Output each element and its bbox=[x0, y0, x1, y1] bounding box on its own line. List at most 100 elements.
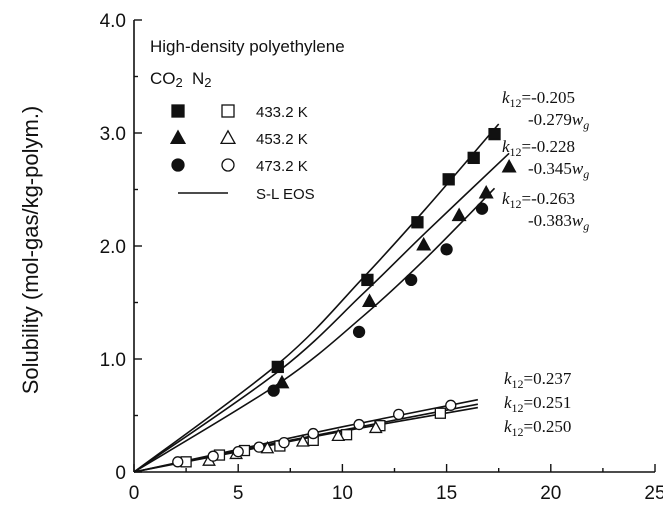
legend-marker-n2 bbox=[221, 158, 235, 172]
legend-line-label: S-L EOS bbox=[256, 186, 315, 203]
legend-marker-n2 bbox=[219, 129, 237, 145]
legend-label: 453.2 K bbox=[256, 131, 308, 148]
k-value: =-0.228 bbox=[522, 137, 576, 156]
data-point bbox=[271, 360, 284, 374]
k-value: =-0.205 bbox=[522, 88, 576, 107]
k-symbol: k bbox=[502, 88, 510, 107]
k-symbol: k bbox=[502, 189, 510, 208]
k-symbol: k bbox=[502, 137, 510, 156]
legend-rows: 433.2 K 453.2 K 473.2 K bbox=[169, 104, 308, 175]
data-point bbox=[352, 325, 366, 339]
y-axis-label: Solubility (mol-gas/kg-polym.) bbox=[18, 106, 43, 395]
y-tick-label: 2.0 bbox=[100, 237, 126, 258]
data-point bbox=[478, 184, 494, 199]
legend-marker-n2 bbox=[221, 104, 235, 118]
y-tick-label: 3.0 bbox=[100, 124, 126, 145]
k-subscript: 12 bbox=[512, 401, 524, 415]
k12-label: k12=0.237 bbox=[504, 369, 572, 391]
data-point bbox=[405, 273, 418, 287]
legend-label: 473.2 K bbox=[256, 158, 308, 175]
k-symbol: k bbox=[504, 417, 512, 436]
w-subscript: g bbox=[583, 118, 589, 132]
k-subscript: 12 bbox=[512, 377, 524, 391]
fit-line bbox=[133, 187, 496, 473]
data-point bbox=[278, 436, 290, 449]
x-tick-label: 20 bbox=[540, 483, 561, 504]
k-value: =0.250 bbox=[524, 417, 572, 436]
data-point bbox=[295, 434, 310, 447]
data-point bbox=[445, 399, 457, 411]
data-point bbox=[488, 127, 501, 141]
data-point bbox=[267, 384, 280, 397]
k-subscript: 12 bbox=[510, 145, 522, 159]
data-point bbox=[253, 441, 265, 453]
w-symbol: w bbox=[572, 159, 584, 178]
data-point bbox=[393, 408, 405, 421]
k12-label: k12=0.250 bbox=[504, 417, 571, 439]
y-tick-label: 1.0 bbox=[100, 350, 126, 371]
data-point bbox=[362, 293, 377, 307]
axis-ticks bbox=[133, 19, 656, 473]
k-value: =0.237 bbox=[524, 369, 572, 388]
data-point bbox=[501, 158, 517, 173]
k12-label: k12=-0.228 bbox=[502, 137, 575, 159]
data-point bbox=[361, 273, 374, 287]
w-subscript: g bbox=[583, 219, 589, 233]
data-point bbox=[475, 202, 489, 215]
data-point bbox=[434, 407, 446, 419]
data-point bbox=[232, 446, 244, 458]
wg-coefficient: -0.279 bbox=[528, 110, 572, 129]
x-tick-label: 10 bbox=[332, 483, 353, 504]
data-point bbox=[440, 243, 453, 256]
legend-head-n2: N2 bbox=[192, 69, 212, 90]
data-point bbox=[353, 418, 365, 431]
x-tick-label: 0 bbox=[129, 483, 140, 504]
wg-coefficient: -0.345 bbox=[528, 159, 572, 178]
fit-line bbox=[133, 152, 510, 473]
x-tick-label: 15 bbox=[436, 483, 457, 504]
k12-annotations: k12=-0.205-0.279wgk12=-0.228-0.345wgk12=… bbox=[502, 88, 589, 439]
legend-head-co2: CO2 bbox=[150, 69, 183, 90]
k12-label: k12=0.251 bbox=[504, 393, 571, 415]
data-point bbox=[274, 374, 290, 389]
k-value: =0.251 bbox=[524, 393, 572, 412]
data-point bbox=[172, 456, 184, 468]
legend-marker-co2 bbox=[171, 104, 185, 118]
data-point bbox=[442, 173, 455, 186]
co2-subscript: 2 bbox=[176, 75, 183, 90]
y-tick-label: 0 bbox=[115, 463, 126, 484]
x-tick-label: 25 bbox=[644, 483, 663, 504]
k-subscript: 12 bbox=[510, 96, 522, 110]
legend-label: 433.2 K bbox=[256, 104, 308, 121]
k12-label: k12=-0.205 bbox=[502, 88, 575, 110]
k12-label: k12=-0.263 bbox=[502, 189, 575, 211]
data-point bbox=[467, 151, 480, 165]
wg-coefficient: -0.383 bbox=[528, 211, 572, 230]
w-subscript: g bbox=[583, 167, 589, 181]
k-value: =-0.263 bbox=[522, 189, 576, 208]
legend: High-density polyethylene CO2 N2 433.2 K… bbox=[150, 37, 345, 203]
y-tick-label: 4.0 bbox=[100, 11, 126, 32]
k-symbol: k bbox=[504, 393, 512, 412]
wg-term: -0.383wg bbox=[528, 211, 589, 233]
w-symbol: w bbox=[572, 211, 584, 230]
data-point bbox=[368, 420, 383, 434]
wg-term: -0.345wg bbox=[528, 159, 589, 181]
data-point bbox=[207, 450, 219, 462]
legend-marker-co2 bbox=[169, 129, 187, 145]
wg-term: -0.279wg bbox=[528, 110, 589, 132]
data-point bbox=[411, 216, 424, 229]
k-symbol: k bbox=[504, 369, 512, 388]
k-subscript: 12 bbox=[512, 425, 524, 439]
x-tick-label: 5 bbox=[233, 483, 244, 504]
data-point bbox=[331, 428, 346, 441]
data-points bbox=[172, 127, 517, 468]
data-point bbox=[307, 427, 319, 440]
axis-tick-labels: 0 5 10 15 20 25 0 1.0 2.0 3.0 4.0 bbox=[100, 11, 663, 504]
plot-frame bbox=[133, 20, 655, 473]
legend-title: High-density polyethylene bbox=[150, 37, 345, 56]
data-point bbox=[451, 207, 467, 222]
k-subscript: 12 bbox=[510, 197, 522, 211]
n2-subscript: 2 bbox=[204, 75, 211, 90]
